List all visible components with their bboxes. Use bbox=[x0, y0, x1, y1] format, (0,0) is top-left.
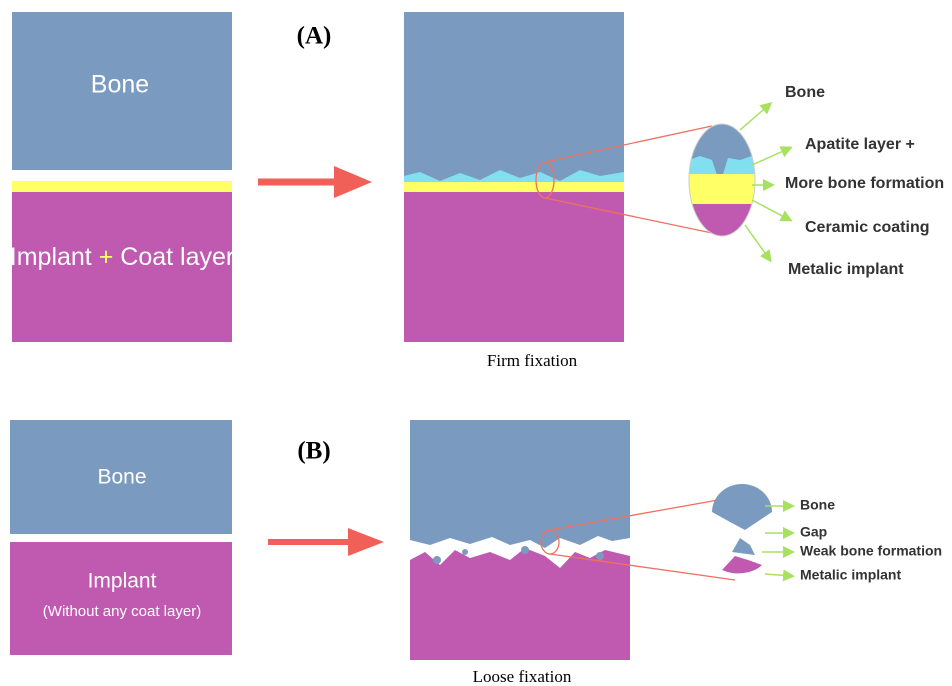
zoom-line bbox=[549, 553, 736, 581]
panel-label: (A) bbox=[297, 23, 332, 50]
coat-text: Coat layer bbox=[120, 243, 234, 271]
callout-label: Weak bone formation bbox=[800, 543, 942, 559]
arrow bbox=[258, 166, 372, 198]
implant-label: Implant + Coat layer bbox=[10, 243, 234, 271]
callout-label: More bone formation bbox=[785, 175, 944, 192]
implant-text: Implant bbox=[10, 243, 92, 271]
zoom-line bbox=[544, 125, 713, 163]
zoom-line bbox=[549, 496, 736, 531]
plus-text: + bbox=[99, 243, 114, 271]
implant-block bbox=[404, 192, 624, 342]
bone-block bbox=[410, 420, 630, 548]
bone-block bbox=[404, 12, 624, 181]
callout-label: Apatite layer + bbox=[805, 136, 915, 153]
callout-label: Bone bbox=[800, 497, 835, 513]
callout-label: Metalic implant bbox=[800, 567, 901, 583]
callouts-a: Bone Apatite layer + More bone formation… bbox=[739, 84, 944, 278]
callout-label: Metalic implant bbox=[788, 261, 904, 278]
zoom-line bbox=[544, 197, 713, 234]
bone-label: Bone bbox=[97, 466, 146, 489]
bone-label: Bone bbox=[91, 71, 149, 99]
bone-block bbox=[12, 12, 232, 170]
callouts-b: Bone Gap Weak bone formation Metalic imp… bbox=[762, 497, 942, 583]
implant-block bbox=[410, 548, 630, 660]
arrow bbox=[268, 528, 384, 556]
panel-b-left: Bone Implant (Without any coat layer) bbox=[10, 420, 232, 655]
magnified-implant bbox=[722, 556, 762, 574]
implant-note: (Without any coat layer) bbox=[43, 603, 201, 620]
magnified-weak-bone bbox=[732, 538, 755, 555]
coat-layer bbox=[404, 182, 624, 192]
implant-block bbox=[12, 192, 232, 342]
caption: Firm fixation bbox=[487, 351, 578, 370]
implant-block bbox=[10, 542, 232, 655]
caption: Loose fixation bbox=[473, 667, 572, 686]
panel-a-left: Bone Implant + Coat layer bbox=[10, 12, 234, 342]
callout-label: Gap bbox=[800, 524, 827, 540]
callout-label: Ceramic coating bbox=[805, 219, 929, 236]
panel-a-right bbox=[404, 12, 756, 342]
magnified-bone bbox=[712, 484, 772, 530]
implant-label: Implant bbox=[88, 570, 157, 593]
coat-layer bbox=[12, 181, 232, 192]
callout-label: Bone bbox=[785, 84, 825, 101]
panel-b-right bbox=[410, 420, 772, 660]
panel-label: (B) bbox=[297, 438, 330, 465]
bone-block bbox=[10, 420, 232, 534]
